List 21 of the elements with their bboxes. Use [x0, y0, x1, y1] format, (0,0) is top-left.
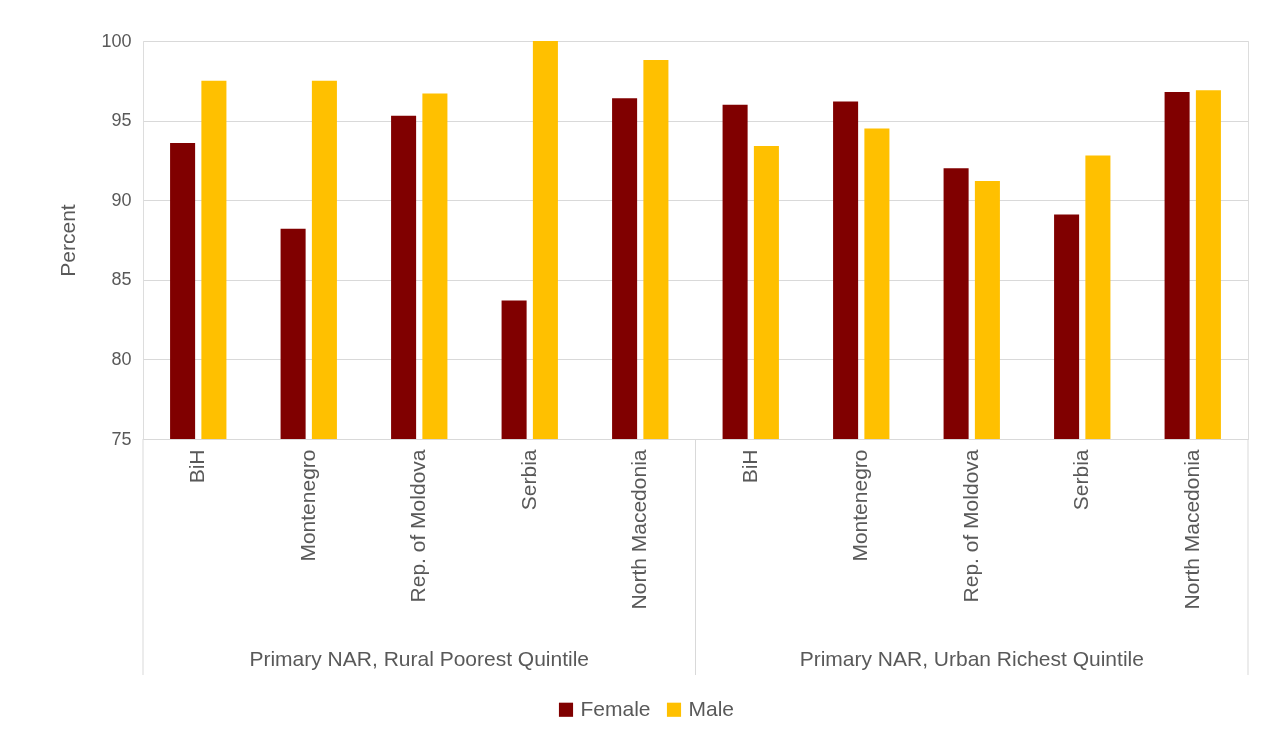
x-tick-label: Montenegro	[295, 449, 319, 562]
y-tick-label: 85	[111, 269, 132, 290]
x-tick-label: Serbia	[516, 449, 540, 511]
x-tick-label: Serbia	[1069, 449, 1093, 511]
x-tick-label: North Macedonia	[1179, 449, 1203, 610]
y-tick-label: 90	[111, 189, 132, 210]
x-tick-label: North Macedonia	[627, 449, 651, 610]
y-axis-title: Percent	[56, 204, 80, 277]
text: Primary NAR, Urban Richest Quintile	[799, 647, 1144, 670]
x-tick-label: BiH	[737, 449, 761, 484]
x-tick-label: Rep. of Moldova	[958, 449, 982, 603]
y-tick-label: 95	[111, 110, 132, 131]
x-tick-label: BiH	[185, 449, 209, 484]
y-tick-label: 100	[101, 30, 132, 51]
legend-label: Male	[688, 696, 735, 720]
x-tick-label: Montenegro	[848, 449, 872, 562]
text: Primary NAR, Rural Poorest Quintile	[249, 647, 590, 670]
legend-label: Female	[580, 696, 651, 720]
x-tick-label: Rep. of Moldova	[406, 449, 430, 603]
y-tick-label: 80	[111, 348, 132, 369]
y-tick-label: 75	[111, 428, 132, 449]
